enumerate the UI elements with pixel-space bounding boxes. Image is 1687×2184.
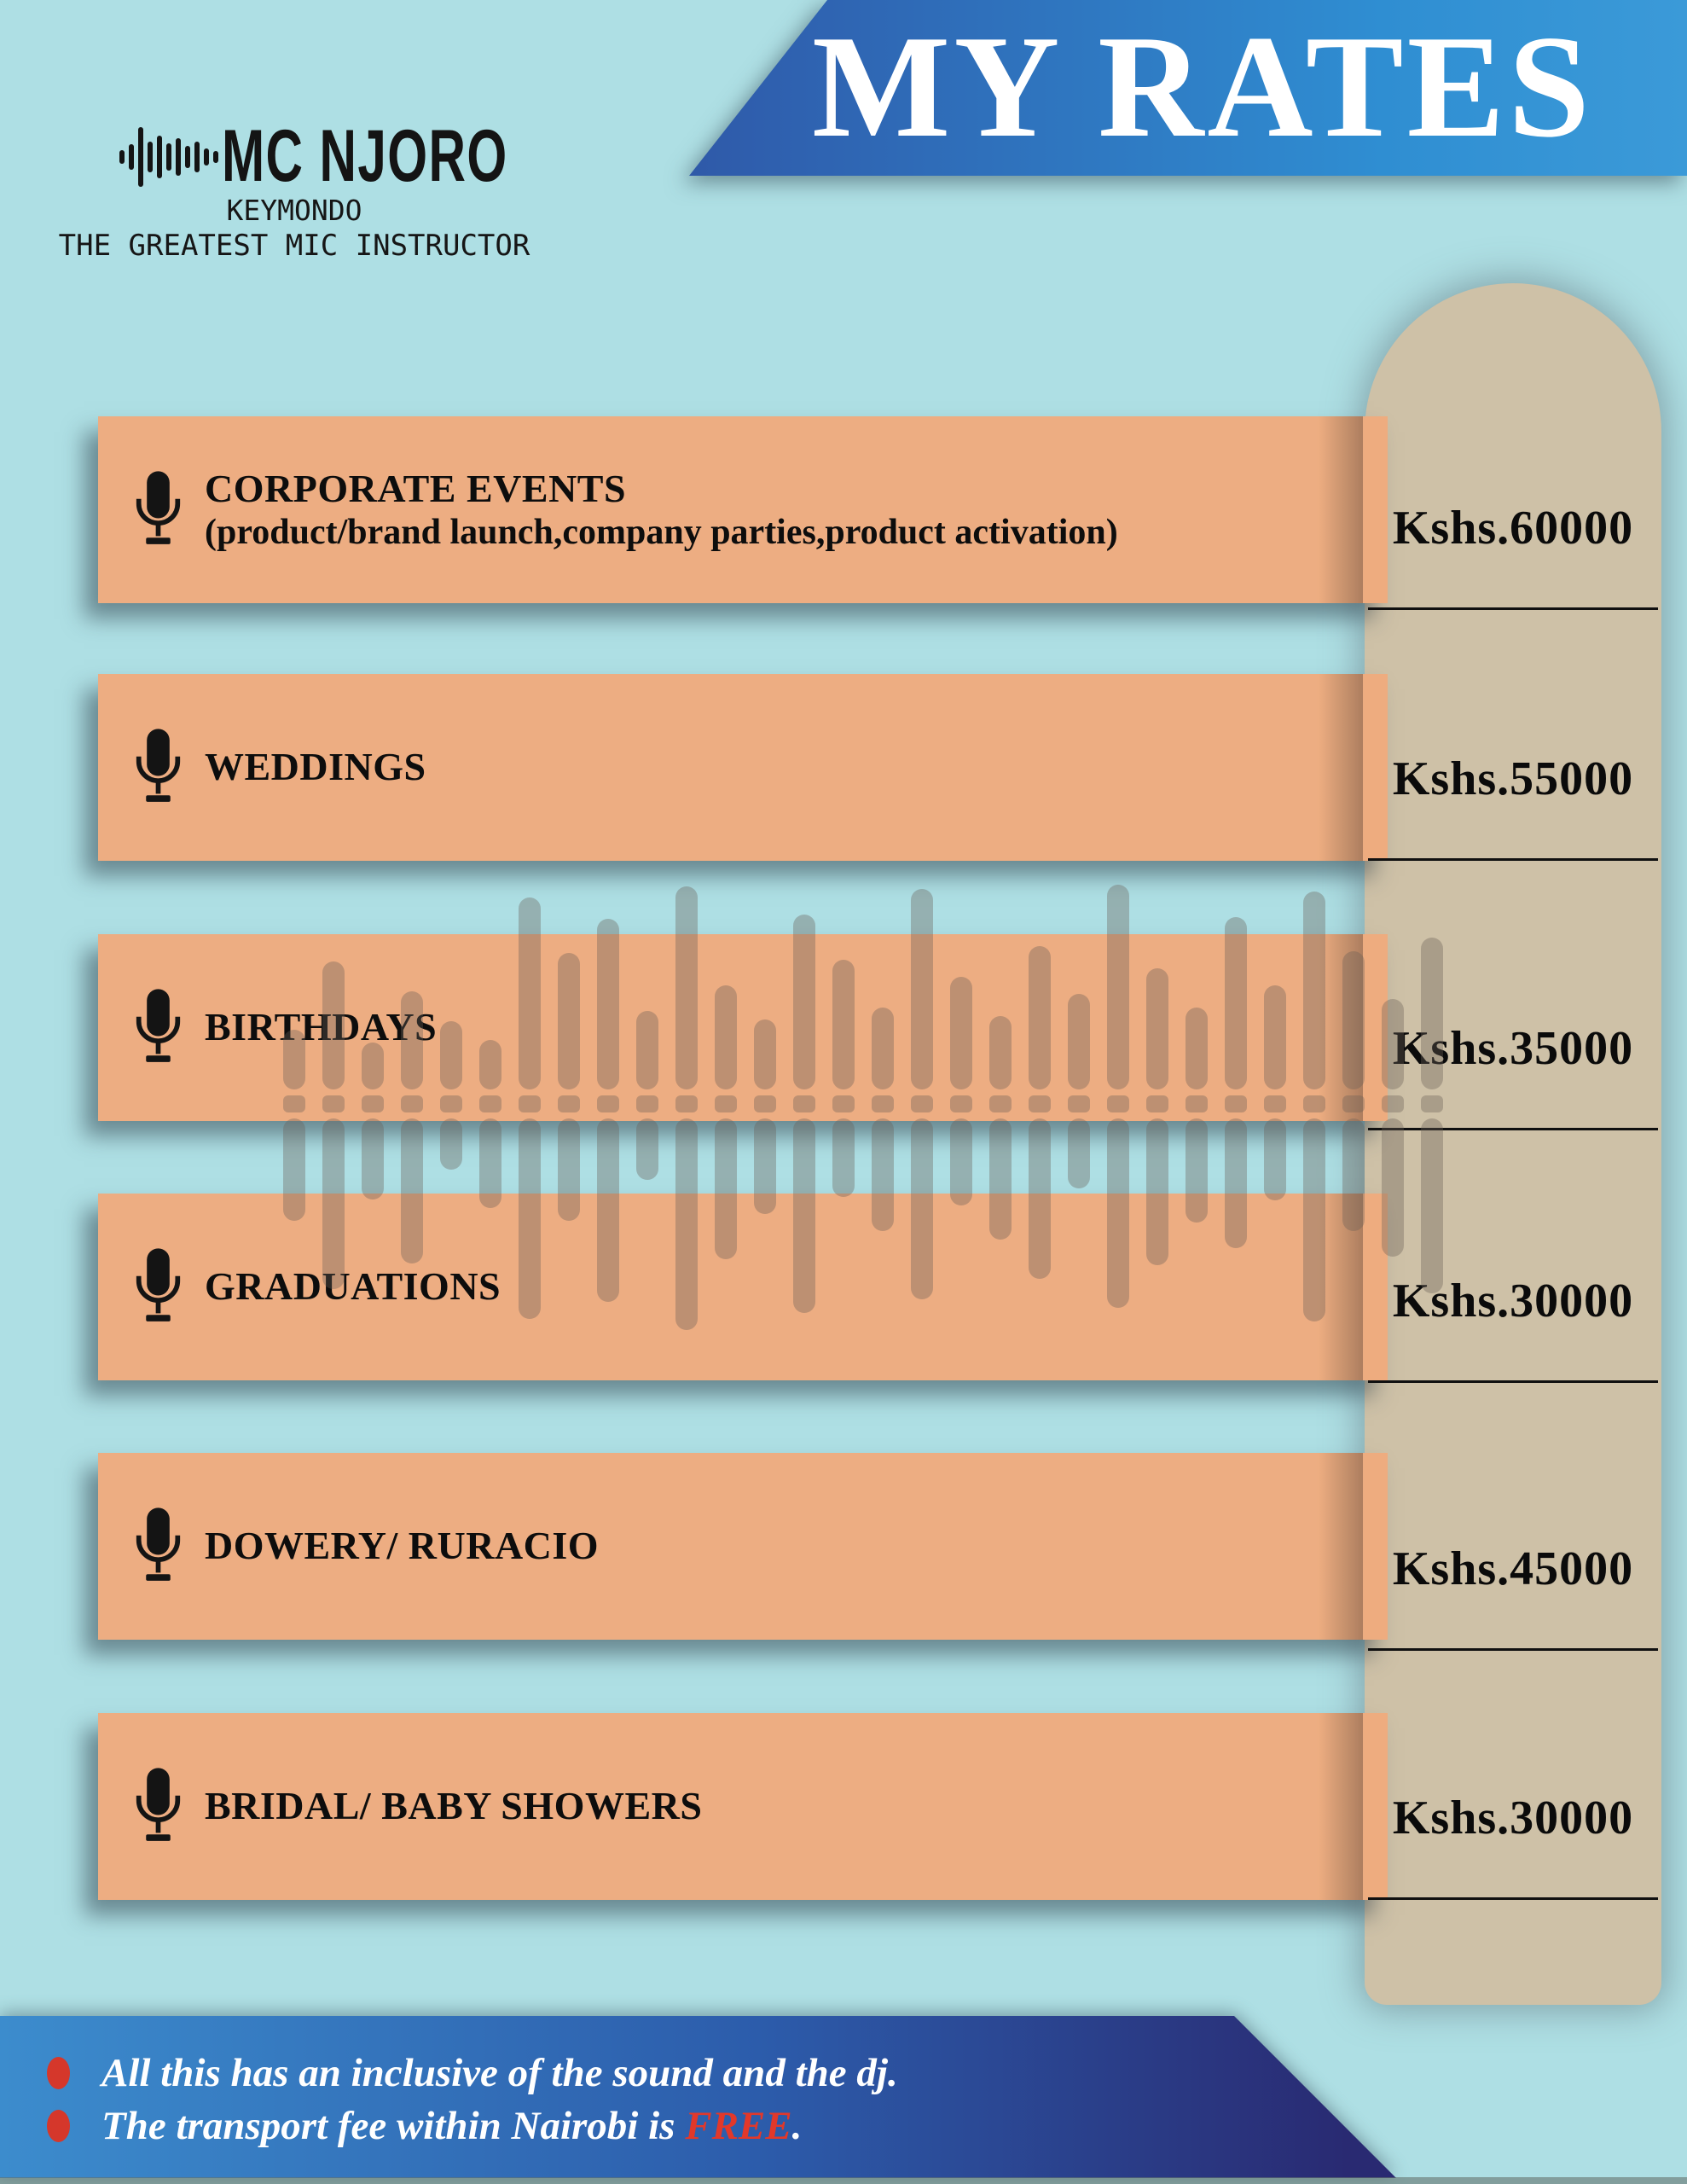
footer-note: All this has an inclusive of the sound a…: [47, 2047, 1396, 2100]
footer-note: The transport fee within Nairobi is FREE…: [47, 2100, 1396, 2152]
rate-row: GRADUATIONS: [98, 1194, 1388, 1380]
bullet-icon: [47, 2110, 70, 2142]
rate-row-text: DOWERY/ RURACIO: [205, 1524, 599, 1569]
price-cell: Kshs.30000: [1368, 1739, 1658, 1900]
microphone-icon: [136, 470, 181, 544]
rate-row-label: BIRTHDAYS: [205, 1005, 438, 1049]
brand-logo: MC NJORO KEYMONDO THE GREATEST MIC INSTR…: [0, 0, 648, 282]
price-value: Kshs.55000: [1392, 752, 1634, 805]
title-banner-shape: MY RATES: [689, 0, 1687, 176]
rate-row-text: BRIDAL/ BABY SHOWERS: [205, 1784, 702, 1829]
price-cell: Kshs.45000: [1368, 1490, 1658, 1651]
rate-row: BIRTHDAYS: [98, 934, 1388, 1121]
price-column: [1365, 283, 1661, 2005]
brand-tagline-2: THE GREATEST MIC INSTRUCTOR: [58, 229, 530, 264]
microphone-icon: [136, 1767, 181, 1841]
rate-row-label: GRADUATIONS: [205, 1264, 501, 1309]
microphone-icon: [136, 1507, 181, 1581]
price-cell: Kshs.55000: [1368, 700, 1658, 861]
rate-row: CORPORATE EVENTS (product/brand launch,co…: [98, 416, 1388, 603]
rate-row-label: BRIDAL/ BABY SHOWERS: [205, 1784, 703, 1828]
microphone-icon: [136, 1247, 181, 1321]
rate-row: DOWERY/ RURACIO: [98, 1453, 1388, 1640]
rate-row-label: DOWERY/ RURACIO: [205, 1524, 600, 1568]
microphone-icon: [136, 988, 181, 1062]
rate-row-text: GRADUATIONS: [205, 1264, 501, 1310]
bottom-edge-shadow: [0, 2177, 1687, 2184]
microphone-icon: [136, 728, 181, 802]
rate-row-text: CORPORATE EVENTS (product/brand launch,co…: [205, 467, 1118, 553]
audio-waveform-icon: [119, 126, 230, 188]
rate-row-sublabel: (product/brand launch,company parties,pr…: [205, 512, 1118, 552]
rate-row: WEDDINGS: [98, 674, 1388, 861]
price-value: Kshs.45000: [1392, 1542, 1634, 1595]
title-banner: MY RATES: [0, 0, 1687, 205]
brand-taglines: KEYMONDO THE GREATEST MIC INSTRUCTOR: [41, 193, 548, 264]
footer-note-text: The transport fee within Nairobi is FREE…: [101, 2104, 803, 2148]
rate-row-label: WEDDINGS: [205, 745, 426, 789]
price-value: Kshs.35000: [1392, 1022, 1634, 1075]
page-title: MY RATES: [812, 6, 1593, 168]
bullet-icon: [47, 2057, 70, 2089]
footer-highlight: FREE: [685, 2104, 792, 2148]
price-value: Kshs.30000: [1392, 1275, 1634, 1327]
price-cell: Kshs.60000: [1368, 449, 1658, 610]
footer-note-text: All this has an inclusive of the sound a…: [101, 2051, 898, 2095]
brand-tagline-1: KEYMONDO: [226, 194, 362, 227]
rate-row-text: WEDDINGS: [205, 745, 426, 790]
rate-row-text: BIRTHDAYS: [205, 1005, 437, 1050]
price-cell: Kshs.35000: [1368, 969, 1658, 1130]
rate-row: BRIDAL/ BABY SHOWERS: [98, 1713, 1388, 1900]
brand-name: MC NJORO: [222, 115, 508, 197]
footer-banner-shape: All this has an inclusive of the sound a…: [0, 2016, 1396, 2178]
price-value: Kshs.30000: [1392, 1792, 1634, 1844]
price-value: Kshs.60000: [1392, 502, 1634, 555]
price-cell: Kshs.30000: [1368, 1222, 1658, 1383]
rate-row-label: CORPORATE EVENTS: [205, 466, 627, 510]
footer-banner: All this has an inclusive of the sound a…: [0, 1988, 1687, 2184]
